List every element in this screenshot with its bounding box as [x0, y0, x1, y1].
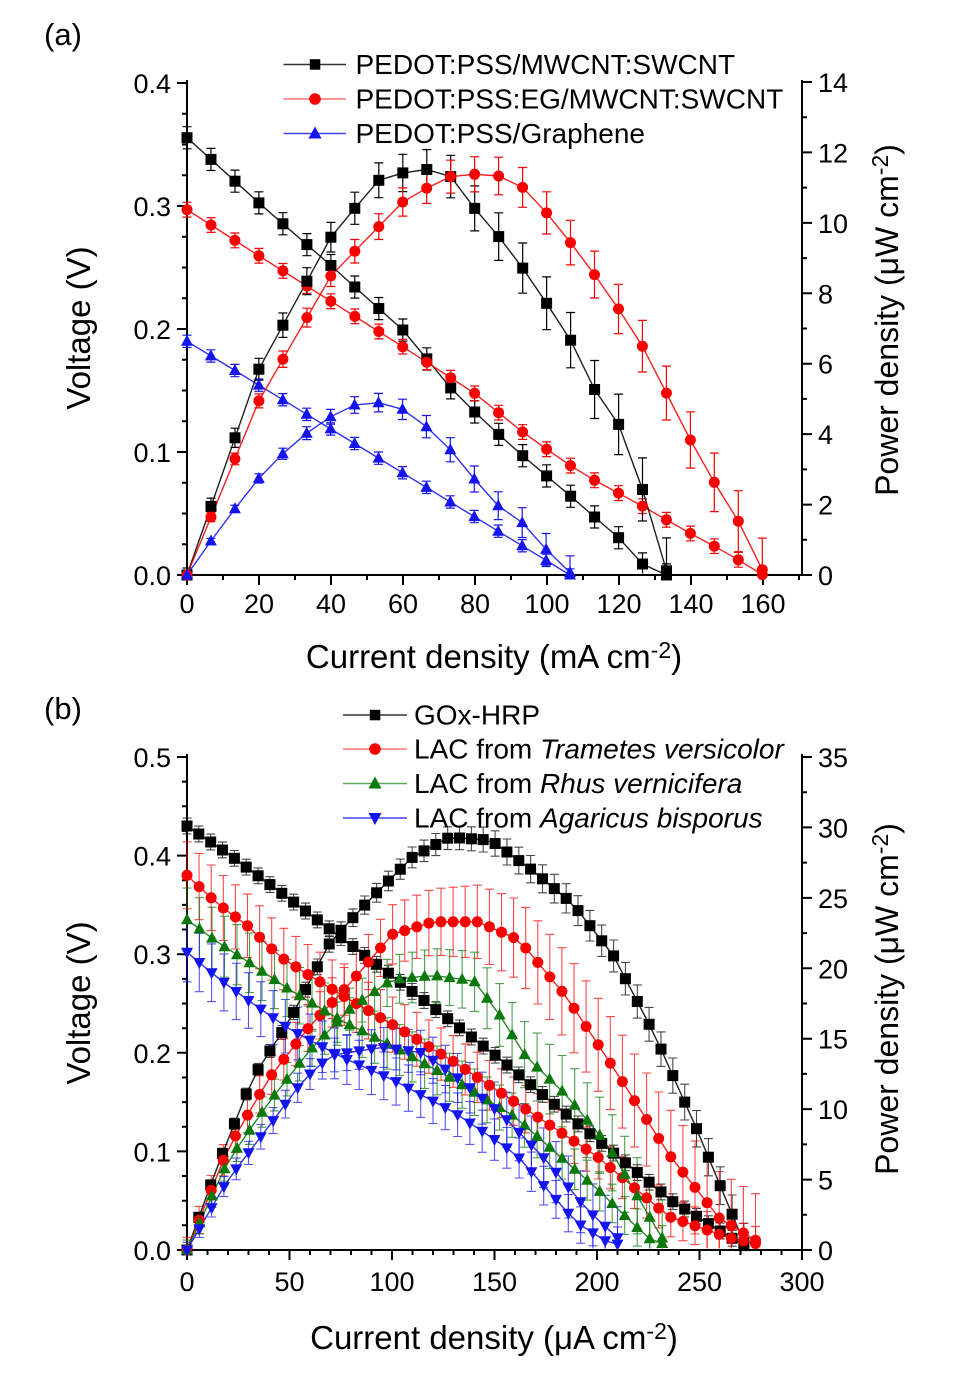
svg-text:0: 0 — [179, 1267, 194, 1297]
svg-text:40: 40 — [316, 589, 346, 619]
svg-text:0.3: 0.3 — [133, 192, 171, 222]
svg-text:PEDOT:PSS/MWCNT:SWCNT: PEDOT:PSS/MWCNT:SWCNT — [356, 49, 736, 80]
svg-text:20: 20 — [244, 589, 274, 619]
svg-text:PEDOT:PSS:EG/MWCNT:SWCNT: PEDOT:PSS:EG/MWCNT:SWCNT — [356, 84, 784, 115]
svg-text:160: 160 — [740, 589, 785, 619]
svg-text:100: 100 — [524, 589, 569, 619]
svg-text:4: 4 — [818, 420, 833, 450]
svg-text:Current density (μA cm-2): Current density (μA cm-2) — [310, 1318, 678, 1356]
svg-text:Current density (mA cm-2): Current density (mA cm-2) — [306, 637, 682, 675]
svg-text:0.0: 0.0 — [133, 1236, 171, 1266]
svg-text:0.0: 0.0 — [133, 561, 171, 591]
svg-text:0.5: 0.5 — [133, 743, 171, 773]
svg-text:LAC from Rhus vernicifera: LAC from Rhus vernicifera — [414, 768, 742, 799]
svg-text:0.2: 0.2 — [133, 1039, 171, 1069]
svg-text:2: 2 — [818, 491, 833, 521]
svg-text:80: 80 — [460, 589, 490, 619]
svg-text:LAC from Agaricus bisporus: LAC from Agaricus bisporus — [414, 803, 763, 834]
svg-text:120: 120 — [596, 589, 641, 619]
svg-text:140: 140 — [668, 589, 713, 619]
svg-text:0.1: 0.1 — [133, 438, 171, 468]
svg-text:0.1: 0.1 — [133, 1137, 171, 1167]
svg-text:(a): (a) — [44, 17, 82, 52]
svg-text:30: 30 — [818, 813, 848, 843]
svg-text:0: 0 — [818, 561, 833, 591]
svg-text:10: 10 — [818, 1095, 848, 1125]
svg-text:12: 12 — [818, 138, 848, 168]
svg-text:150: 150 — [472, 1267, 517, 1297]
svg-text:35: 35 — [818, 743, 848, 773]
svg-text:15: 15 — [818, 1025, 848, 1055]
svg-text:0.4: 0.4 — [133, 842, 171, 872]
svg-text:6: 6 — [818, 350, 833, 380]
svg-text:100: 100 — [369, 1267, 414, 1297]
svg-text:0.4: 0.4 — [133, 69, 171, 99]
svg-text:0.2: 0.2 — [133, 315, 171, 345]
svg-text:0.3: 0.3 — [133, 940, 171, 970]
svg-text:5: 5 — [818, 1166, 833, 1196]
svg-text:50: 50 — [274, 1267, 304, 1297]
svg-text:Power density (μW cm-2): Power density (μW cm-2) — [867, 823, 905, 1175]
svg-text:0: 0 — [818, 1236, 833, 1266]
svg-text:LAC from Trametes versicolor: LAC from Trametes versicolor — [414, 734, 785, 765]
svg-text:60: 60 — [388, 589, 418, 619]
svg-text:Power density (μW cm-2): Power density (μW cm-2) — [867, 144, 905, 496]
svg-text:Voltage (V): Voltage (V) — [60, 246, 97, 409]
svg-text:8: 8 — [818, 279, 833, 309]
svg-text:10: 10 — [818, 209, 848, 239]
svg-text:250: 250 — [677, 1267, 722, 1297]
svg-text:300: 300 — [779, 1267, 824, 1297]
svg-text:(b): (b) — [44, 691, 82, 726]
svg-text:200: 200 — [574, 1267, 619, 1297]
svg-text:GOx-HRP: GOx-HRP — [414, 700, 540, 731]
svg-text:20: 20 — [818, 954, 848, 984]
svg-text:PEDOT:PSS/Graphene: PEDOT:PSS/Graphene — [356, 118, 645, 149]
svg-text:25: 25 — [818, 884, 848, 914]
svg-text:14: 14 — [818, 68, 848, 98]
svg-text:0: 0 — [179, 589, 194, 619]
svg-text:Voltage (V): Voltage (V) — [60, 921, 97, 1084]
